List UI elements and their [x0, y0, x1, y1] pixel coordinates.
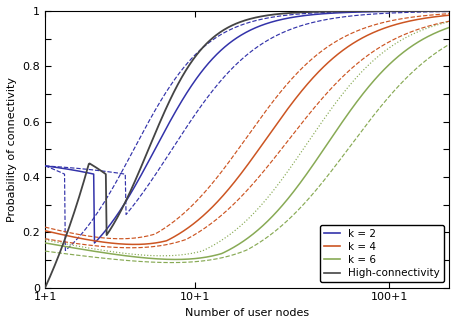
X-axis label: Number of user nodes: Number of user nodes — [185, 308, 308, 318]
Legend: k = 2, k = 4, k = 6, High-connectivity: k = 2, k = 4, k = 6, High-connectivity — [319, 225, 443, 282]
Y-axis label: Probability of connectivity: Probability of connectivity — [7, 77, 17, 222]
